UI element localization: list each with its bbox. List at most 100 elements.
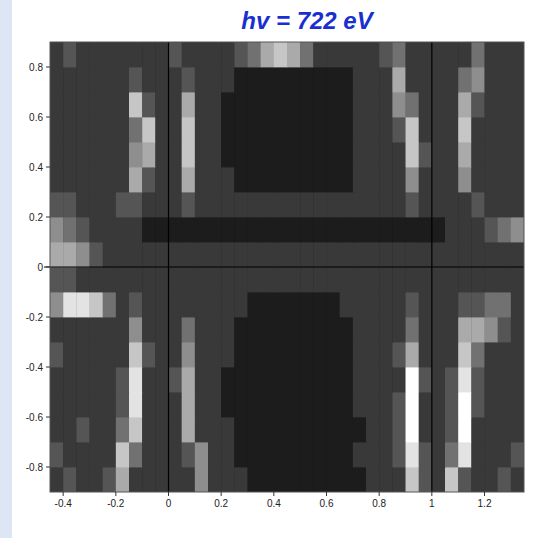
y-tick: [46, 317, 50, 318]
heat-cell: [353, 342, 367, 367]
heat-cell: [353, 217, 367, 242]
heat-cell: [50, 367, 64, 392]
heat-cell: [221, 217, 235, 242]
heat-cell: [129, 242, 143, 267]
heat-cell: [103, 392, 117, 417]
heat-cell: [300, 167, 314, 192]
heat-cell: [511, 42, 524, 67]
heat-cell: [50, 92, 64, 117]
heat-cell: [406, 342, 420, 367]
heat-cell: [169, 42, 183, 67]
heat-cell: [366, 217, 380, 242]
heat-cell: [208, 367, 222, 392]
heat-cell: [169, 217, 183, 242]
heat-cell: [155, 67, 169, 92]
heat-cell: [366, 292, 380, 317]
heat-cell: [498, 142, 512, 167]
heat-cell: [432, 442, 446, 467]
heat-cell: [50, 292, 64, 317]
heat-cell: [458, 42, 472, 67]
heat-cell: [129, 292, 143, 317]
heat-cell: [313, 67, 327, 92]
heat-cell: [379, 192, 393, 217]
heat-cell: [169, 67, 183, 92]
x-tick-label: 0.8: [372, 498, 386, 509]
heat-cell: [274, 267, 288, 292]
heat-cell: [366, 92, 380, 117]
heat-cell: [485, 417, 499, 442]
heat-cell: [261, 342, 275, 367]
heat-cell: [234, 392, 248, 417]
heat-cell: [511, 342, 524, 367]
heat-cell: [129, 367, 143, 392]
heat-cell: [234, 342, 248, 367]
heat-cell: [221, 167, 235, 192]
heat-cell: [261, 442, 275, 467]
heat-cell: [182, 192, 196, 217]
heat-cell: [155, 467, 169, 492]
heat-cell: [300, 267, 314, 292]
heat-cell: [392, 92, 406, 117]
heat-cell: [379, 217, 393, 242]
heat-cell: [327, 317, 341, 342]
heat-cell: [195, 442, 209, 467]
heat-cell: [116, 267, 130, 292]
heat-cell: [445, 192, 459, 217]
heat-cell: [379, 392, 393, 417]
heat-cell: [432, 417, 446, 442]
y-tick: [46, 417, 50, 418]
heat-cell: [445, 117, 459, 142]
heat-cell: [221, 242, 235, 267]
heat-cell: [287, 417, 301, 442]
heat-cell: [445, 42, 459, 67]
heat-cell: [208, 42, 222, 67]
heat-cell: [379, 317, 393, 342]
heat-cell: [248, 142, 262, 167]
heat-cell: [63, 242, 77, 267]
heat-cell: [50, 417, 64, 442]
heat-cell: [379, 367, 393, 392]
heat-cell: [471, 317, 485, 342]
heat-cell: [142, 367, 156, 392]
heat-cell: [50, 142, 64, 167]
heat-cell: [274, 442, 288, 467]
heat-cell: [327, 167, 341, 192]
heat-cell: [103, 67, 117, 92]
x-tick: [221, 492, 222, 496]
heat-cell: [155, 217, 169, 242]
heat-cell: [327, 242, 341, 267]
heat-cell: [195, 67, 209, 92]
heat-cell: [353, 167, 367, 192]
heat-cell: [90, 167, 104, 192]
heat-cell: [142, 467, 156, 492]
heat-cell: [274, 42, 288, 67]
heat-cell: [169, 267, 183, 292]
heat-cell: [155, 292, 169, 317]
x-tick-label: 1.2: [478, 498, 492, 509]
ref-line: [44, 266, 524, 267]
heat-cell: [248, 42, 262, 67]
heat-cell: [50, 217, 64, 242]
heat-cell: [208, 442, 222, 467]
heat-cell: [274, 242, 288, 267]
heat-cell: [234, 192, 248, 217]
heat-cell: [274, 292, 288, 317]
heat-cell: [406, 192, 420, 217]
heat-cell: [340, 67, 354, 92]
heat-cell: [155, 142, 169, 167]
heat-cell: [103, 42, 117, 67]
heat-cell: [221, 342, 235, 367]
heat-cell: [234, 67, 248, 92]
heat-cell: [116, 167, 130, 192]
heat-cell: [261, 392, 275, 417]
heat-cell: [76, 242, 90, 267]
heat-cell: [261, 242, 275, 267]
heat-cell: [300, 117, 314, 142]
heat-cell: [182, 442, 196, 467]
heat-cell: [234, 167, 248, 192]
heat-cell: [221, 267, 235, 292]
heat-cell: [248, 167, 262, 192]
heat-cell: [248, 117, 262, 142]
heat-cell: [471, 42, 485, 67]
heat-cell: [129, 142, 143, 167]
